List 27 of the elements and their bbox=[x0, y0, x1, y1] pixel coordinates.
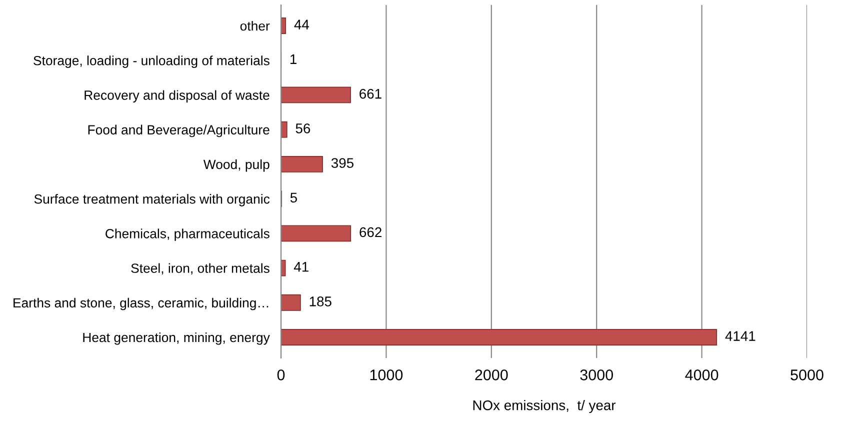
y-tick-label: other bbox=[240, 20, 270, 31]
data-label: 662 bbox=[360, 227, 382, 238]
y-tick-label: Chemicals, pharmaceuticals bbox=[106, 228, 270, 241]
y-tick-label: Surface treatment materials with organic bbox=[34, 194, 270, 206]
x-axis-title: NOx emissions, t/ year bbox=[473, 400, 616, 413]
data-label: 4141 bbox=[725, 331, 756, 341]
x-tick-label: 4000 bbox=[685, 370, 718, 380]
data-label: 5 bbox=[290, 192, 297, 203]
x-tick-label: 5000 bbox=[790, 370, 824, 380]
data-label: 185 bbox=[310, 296, 332, 306]
y-tick-label: Storage, loading - unloading of materials bbox=[34, 56, 270, 68]
y-tick-label: Steel, iron, other metals bbox=[131, 263, 270, 274]
y-tick-label: Food and Beverage/Agriculture bbox=[88, 124, 270, 138]
data-label: 44 bbox=[294, 20, 310, 30]
x-tick-label: 2000 bbox=[475, 370, 508, 380]
y-tick-label: Recovery and disposal of waste bbox=[84, 90, 270, 102]
x-tick-label: 1000 bbox=[370, 370, 403, 380]
data-label: 395 bbox=[331, 158, 354, 168]
data-label: 661 bbox=[360, 88, 382, 99]
y-tick-label: Earths and stone, glass, ceramic, building… bbox=[14, 298, 268, 310]
x-tick-label: 0 bbox=[277, 370, 285, 380]
data-label: 41 bbox=[294, 262, 308, 272]
data-label: 56 bbox=[296, 123, 310, 134]
data-label: 1 bbox=[290, 54, 296, 64]
y-tick-label: Wood, pulp bbox=[203, 159, 270, 172]
x-tick-label: 3000 bbox=[580, 370, 613, 380]
y-tick-label: Heat generation, mining, energy bbox=[83, 332, 270, 345]
